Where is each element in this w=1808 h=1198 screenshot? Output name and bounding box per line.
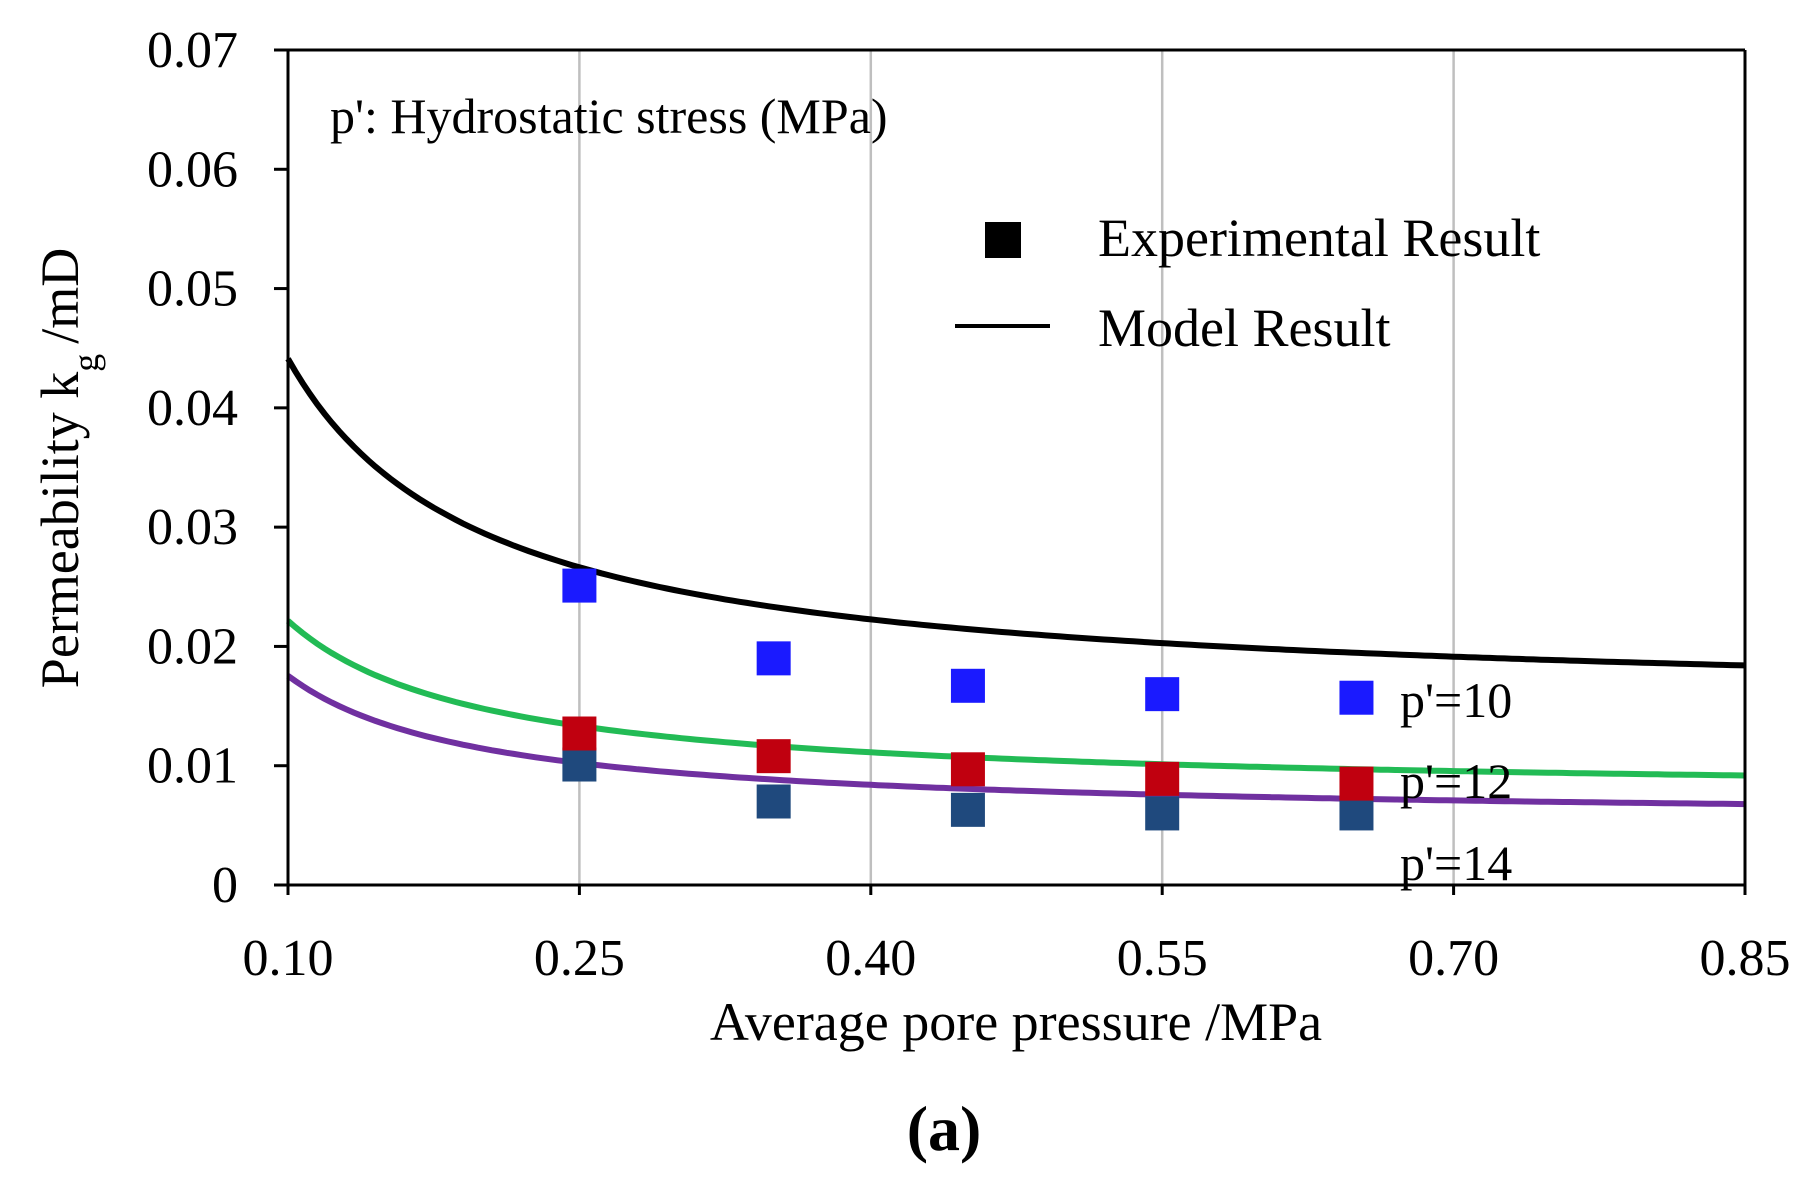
model-curves — [285, 357, 1746, 808]
experimental-point-series-0 — [950, 668, 985, 703]
y-tick-label: 0.01 — [147, 738, 238, 795]
legend-model-label: Model Result — [1098, 298, 1391, 358]
y-tick-label: 0.07 — [147, 22, 238, 79]
y-tick-label: 0.03 — [147, 499, 238, 556]
experimental-point-series-2 — [1339, 796, 1374, 831]
y-axis-title: Permeability kg/mD — [30, 248, 106, 688]
x-axis-title: Average pore pressure /MPa — [710, 992, 1322, 1052]
experimental-point-series-1 — [1145, 761, 1180, 796]
model-curve-series-1 — [286, 618, 1746, 779]
figure-label: (a) — [907, 1093, 982, 1164]
y-tick-label: 0.06 — [147, 141, 238, 198]
series-label-p14: p'=14 — [1400, 835, 1512, 891]
y-axis-title-main: Permeability k — [30, 372, 90, 688]
y-tick-label: 0.05 — [147, 261, 238, 318]
experimental-point-series-0 — [562, 568, 597, 603]
legend: Experimental Result Model Result — [955, 208, 1540, 358]
series-label-p10: p'=10 — [1400, 672, 1512, 728]
x-tick-label: 0.85 — [1700, 930, 1791, 987]
plot-frame — [286, 48, 1747, 887]
x-tick-label: 0.40 — [825, 930, 916, 987]
y-axis-title-subscript: g — [66, 354, 106, 372]
legend-square-marker — [985, 222, 1021, 258]
y-tick-label: 0 — [212, 857, 238, 914]
experimental-point-series-2 — [756, 784, 791, 819]
experimental-point-series-2 — [562, 747, 597, 782]
x-tick-label: 0.70 — [1408, 930, 1499, 987]
experimental-point-series-1 — [1339, 766, 1374, 801]
experimental-point-series-0 — [756, 641, 791, 676]
experimental-points — [562, 568, 1374, 831]
x-tick-label: 0.55 — [1117, 930, 1208, 987]
experimental-point-series-2 — [1145, 796, 1180, 831]
experimental-point-series-2 — [950, 792, 985, 827]
model-curve-series-0 — [285, 357, 1746, 669]
y-axis-title-unit: /mD — [30, 248, 90, 344]
experimental-point-series-0 — [1339, 680, 1374, 715]
series-label-p12: p'=12 — [1400, 753, 1512, 809]
experimental-point-series-1 — [950, 752, 985, 787]
y-tick-label: 0.02 — [147, 618, 238, 675]
axis-ticks: 0.10 0.25 0.40 0.55 0.70 0.85 0 0.01 0.02 0.03 0.0… — [147, 22, 1791, 987]
experimental-point-series-1 — [756, 739, 791, 774]
model-curve-series-2 — [286, 673, 1746, 808]
x-tick-label: 0.25 — [534, 930, 625, 987]
hydrostatic-annotation: p': Hydrostatic stress (MPa) — [330, 88, 888, 144]
y-tick-label: 0.04 — [147, 380, 238, 437]
legend-experimental-label: Experimental Result — [1098, 208, 1540, 268]
experimental-point-series-1 — [562, 716, 597, 751]
x-tick-label: 0.10 — [243, 930, 334, 987]
experimental-point-series-0 — [1145, 677, 1180, 712]
